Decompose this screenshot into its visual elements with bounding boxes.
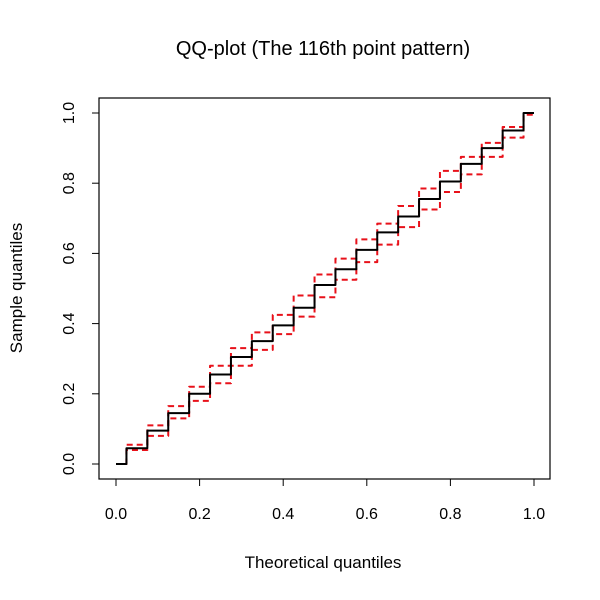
plot-frame [98, 97, 551, 480]
y-axis: 0.0 0.2 0.4 0.6 0.8 1.0 [61, 102, 99, 475]
x-tick-label: 0.6 [356, 506, 378, 523]
y-axis-label: Sample quantiles [7, 223, 26, 353]
chart-title: QQ-plot (The 116th point pattern) [176, 38, 470, 60]
y-tick-label: 0.0 [61, 453, 78, 475]
envelope-line [116, 113, 534, 465]
x-axis: 0.0 0.2 0.4 0.6 0.8 1.0 [105, 479, 545, 523]
x-tick-label: 0.4 [272, 506, 294, 523]
x-axis-label: Theoretical quantiles [245, 553, 402, 572]
y-tick-label: 1.0 [61, 102, 78, 124]
envelope-line [116, 112, 534, 465]
y-tick-label: 0.4 [61, 312, 78, 334]
x-tick-label: 0.0 [105, 506, 127, 523]
series-layer [116, 112, 534, 465]
y-tick-label: 0.2 [61, 383, 78, 405]
x-tick-label: 0.8 [439, 506, 461, 523]
sample-quantile-line [116, 112, 534, 465]
x-tick-label: 1.0 [523, 506, 545, 523]
y-tick-label: 0.8 [61, 172, 78, 194]
x-tick-label: 0.2 [188, 506, 210, 523]
y-tick-label: 0.6 [61, 242, 78, 264]
